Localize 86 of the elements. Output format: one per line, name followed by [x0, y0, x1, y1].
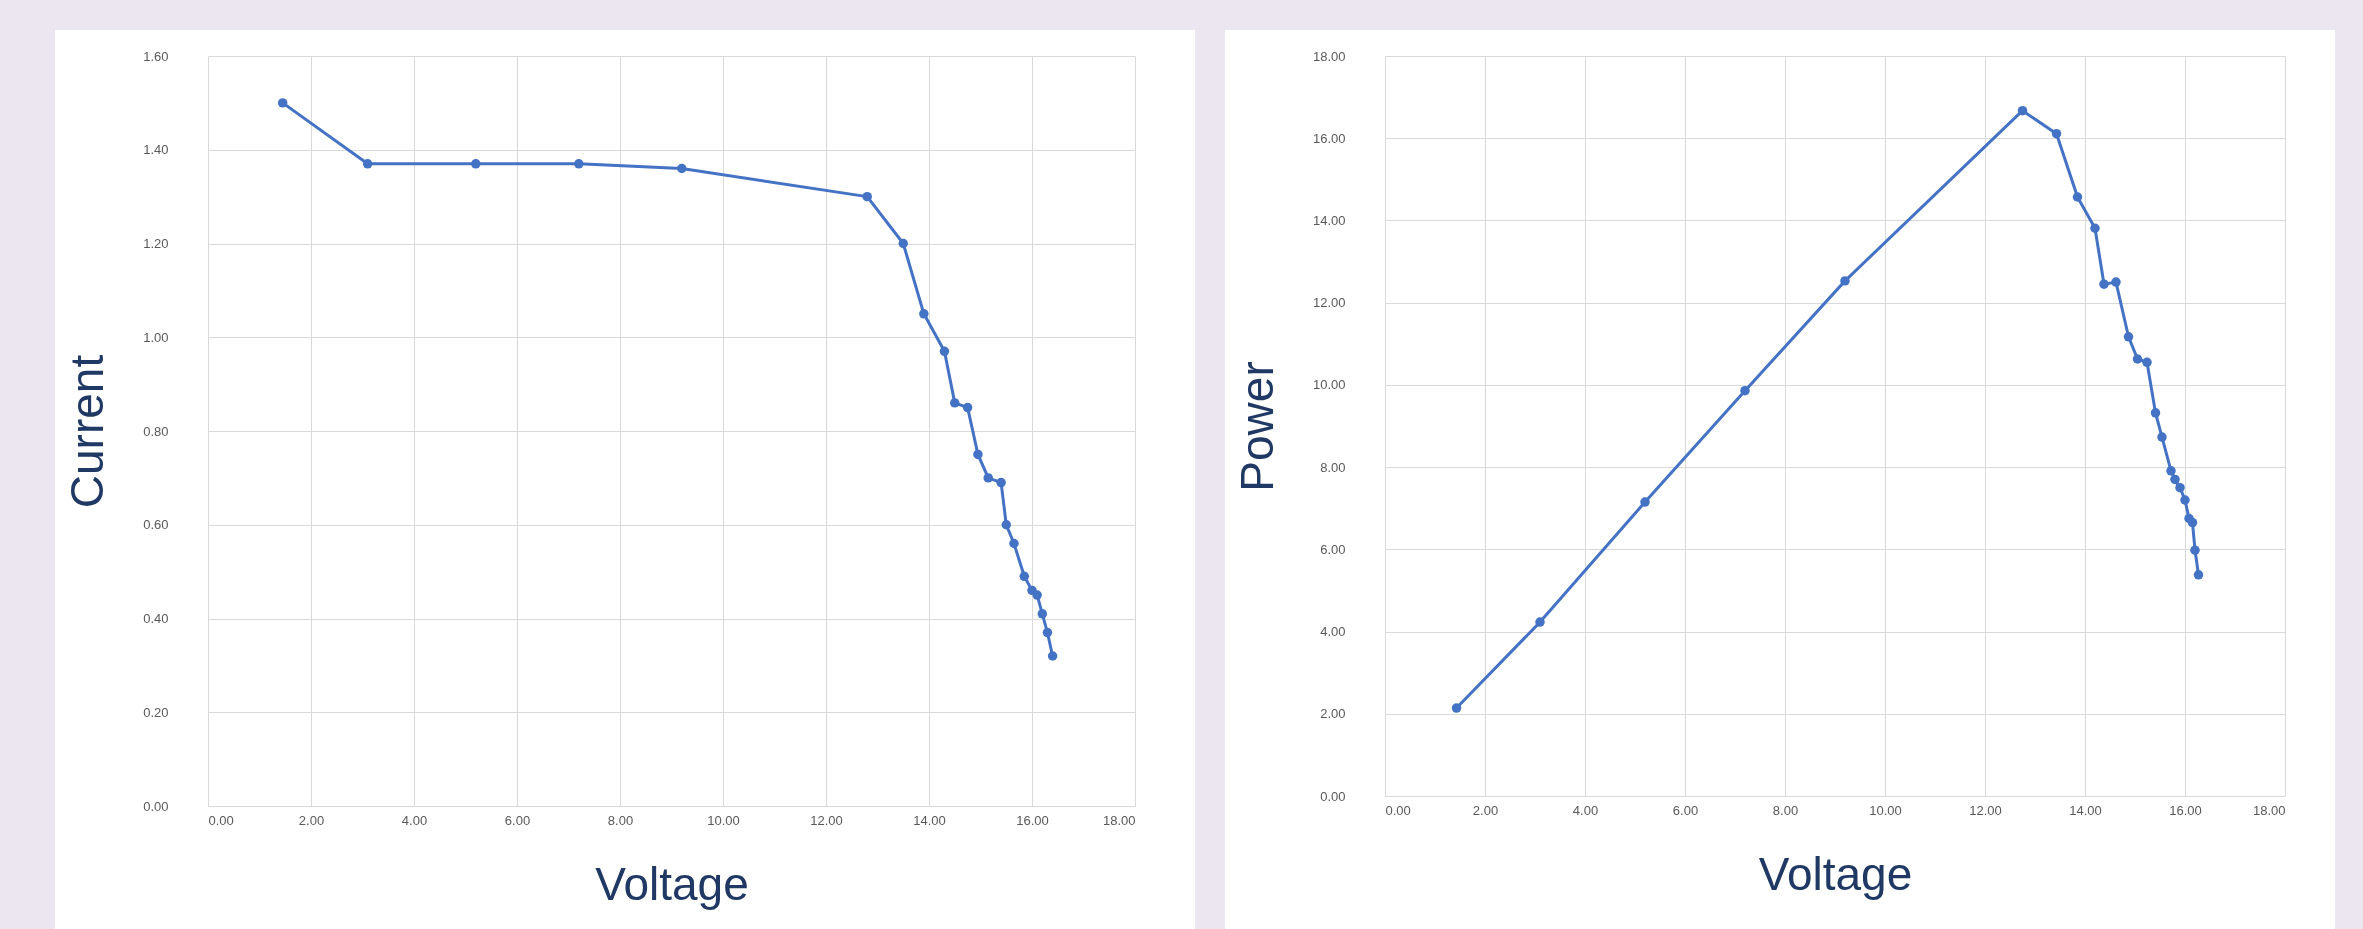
- x-tick-label: 0.00: [1385, 802, 1411, 818]
- point: [1009, 538, 1019, 549]
- y-tick-label: 18.00: [1312, 48, 1346, 64]
- x-tick-label: 12.00: [1969, 802, 2002, 818]
- point: [2099, 279, 2109, 289]
- y-tick-label: 0.00: [1320, 788, 1346, 804]
- point: [2090, 223, 2100, 233]
- y-axis-title: Current: [61, 354, 114, 509]
- point: [939, 346, 950, 357]
- x-tick-label: 10.00: [707, 812, 740, 828]
- point: [1840, 276, 1850, 286]
- y-tick-label: 16.00: [1312, 130, 1346, 146]
- point: [2166, 466, 2176, 476]
- x-tick-label: 10.00: [1869, 802, 1902, 818]
- point: [2187, 517, 2198, 528]
- point: [1451, 703, 1462, 713]
- y-tick-label: 4.00: [1320, 624, 1346, 640]
- point: [2123, 332, 2134, 342]
- y-tick-label: 0.60: [143, 517, 169, 533]
- point: [1037, 609, 1048, 619]
- point: [574, 159, 584, 169]
- y-tick-label: 12.00: [1312, 295, 1346, 311]
- point: [1032, 590, 1042, 600]
- point: [983, 473, 993, 483]
- point: [1740, 385, 1750, 396]
- point: [1047, 651, 1058, 661]
- x-tick-label: 12.00: [810, 812, 843, 828]
- point: [2190, 545, 2200, 555]
- point: [962, 402, 973, 413]
- y-tick-label: 6.00: [1320, 541, 1346, 557]
- point: [677, 163, 687, 174]
- x-tick-label: 6.00: [504, 812, 531, 828]
- y-tick-label: 8.00: [1320, 459, 1346, 475]
- point: [2132, 354, 2143, 364]
- y-tick-label: 2.00: [1320, 706, 1346, 722]
- x-tick-label: 8.00: [1772, 802, 1799, 818]
- x-axis-title: Voltage: [1758, 847, 1913, 900]
- x-tick-label: 0.00: [208, 812, 234, 828]
- point: [973, 449, 983, 460]
- point: [471, 159, 481, 169]
- point: [862, 191, 872, 202]
- point: [2150, 408, 2161, 418]
- point: [1019, 571, 1030, 582]
- x-tick-label: 4.00: [401, 812, 428, 828]
- point: [1535, 617, 1545, 627]
- y-tick-label: 0.20: [143, 704, 169, 720]
- x-tick-label: 2.00: [298, 812, 325, 828]
- y-tick-label: 1.00: [143, 329, 169, 345]
- x-tick-label: 16.00: [2169, 802, 2202, 818]
- point: [950, 398, 960, 408]
- x-tick-label: 18.00: [2252, 802, 2286, 818]
- point: [362, 159, 373, 169]
- point: [898, 238, 908, 249]
- y-tick-label: 1.40: [143, 142, 169, 158]
- y-tick-label: 0.40: [143, 611, 169, 626]
- point: [1042, 627, 1053, 638]
- point: [1640, 497, 1650, 507]
- x-axis-title: Voltage: [595, 857, 749, 910]
- x-tick-label: 16.00: [1016, 812, 1049, 828]
- point: [2142, 357, 2152, 368]
- point: [2175, 482, 2185, 493]
- y-tick-label: 0.80: [143, 423, 169, 439]
- point: [2193, 570, 2204, 580]
- point: [996, 477, 1006, 488]
- x-tick-label: 8.00: [607, 812, 634, 828]
- x-tick-label: 14.00: [2069, 802, 2102, 818]
- y-tick-label: 14.00: [1312, 212, 1346, 228]
- x-tick-label: 6.00: [1672, 802, 1699, 818]
- x-tick-label: 14.00: [913, 812, 946, 828]
- point: [919, 309, 929, 319]
- y-tick-label: 10.00: [1312, 377, 1346, 393]
- point: [277, 98, 288, 108]
- point: [2017, 105, 2028, 116]
- point: [2051, 128, 2062, 139]
- point: [2072, 192, 2083, 202]
- x-tick-label: 18.00: [1102, 812, 1136, 828]
- point: [1001, 520, 1011, 530]
- point: [2111, 277, 2121, 287]
- x-tick-label: 4.00: [1572, 802, 1599, 818]
- y-tick-label: 1.20: [143, 236, 169, 251]
- point: [2180, 495, 2190, 505]
- point: [2170, 474, 2180, 485]
- y-axis-title: Power: [1230, 361, 1283, 492]
- point: [2157, 432, 2167, 442]
- y-tick-label: 1.60: [143, 48, 169, 64]
- x-tick-label: 2.00: [1472, 802, 1499, 818]
